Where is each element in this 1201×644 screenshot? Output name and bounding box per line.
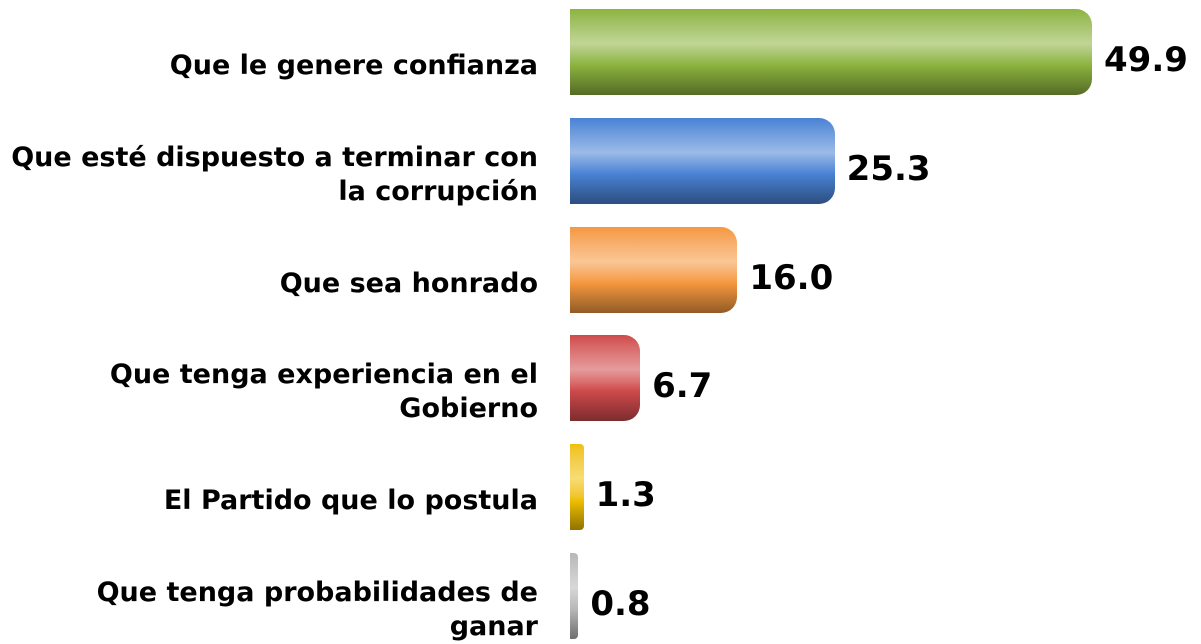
bar — [570, 553, 579, 639]
value-label: 0.8 — [590, 584, 651, 624]
value-label: 49.9 — [1104, 40, 1188, 80]
value-label: 6.7 — [652, 366, 713, 407]
bar — [570, 444, 584, 531]
bar — [570, 335, 641, 422]
value-label: 1.3 — [595, 475, 656, 516]
category-label: El Partido que lo postula — [163, 485, 538, 517]
value-label: 25.3 — [846, 148, 931, 189]
category-label: Que tenga experiencia en el Gobierno — [109, 359, 538, 425]
bar — [570, 117, 835, 204]
value-label: 16.0 — [749, 257, 834, 298]
category-label: Que sea honrado — [279, 267, 538, 299]
bar — [570, 9, 1092, 95]
bar — [570, 226, 738, 313]
category-label: Que tenga probabilidades de ganar — [96, 577, 538, 642]
category-label: Que le genere confianza — [169, 50, 538, 81]
category-label: Que esté dispuesto a terminar con la cor… — [11, 141, 538, 207]
